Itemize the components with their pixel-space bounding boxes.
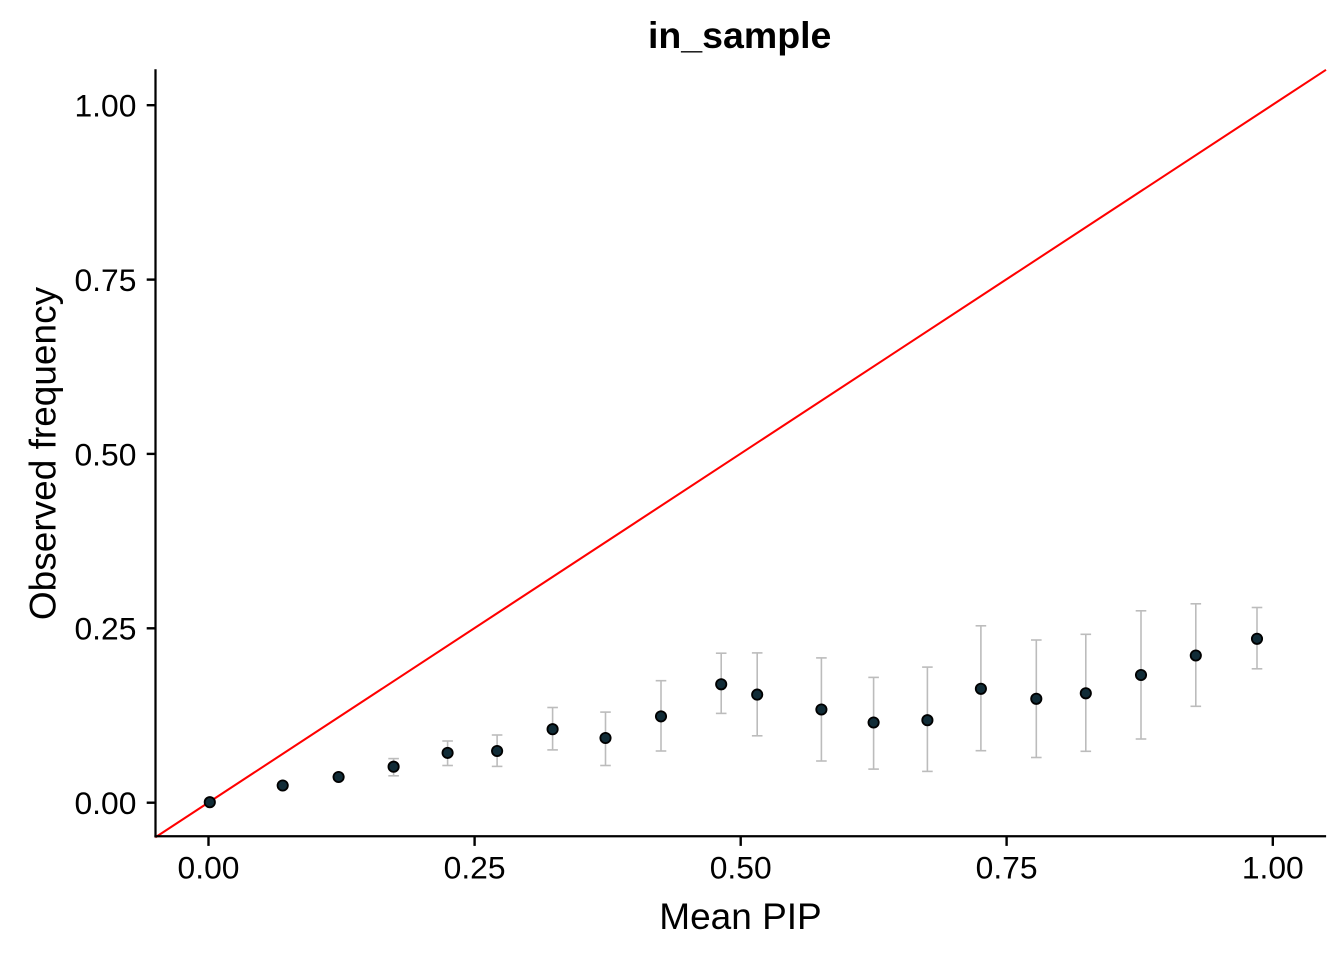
- svg-text:1.00: 1.00: [1242, 849, 1304, 885]
- svg-text:1.00: 1.00: [75, 88, 137, 124]
- svg-text:Mean PIP: Mean PIP: [659, 896, 821, 937]
- svg-text:0.25: 0.25: [75, 611, 137, 647]
- svg-text:0.00: 0.00: [75, 785, 137, 821]
- svg-text:0.50: 0.50: [75, 436, 137, 472]
- svg-text:Observed frequency: Observed frequency: [23, 286, 64, 620]
- svg-text:0.75: 0.75: [976, 849, 1038, 885]
- svg-text:0.50: 0.50: [710, 849, 772, 885]
- svg-text:0.75: 0.75: [75, 262, 137, 298]
- svg-text:0.00: 0.00: [178, 849, 240, 885]
- svg-text:in_sample: in_sample: [648, 14, 831, 56]
- svg-text:0.25: 0.25: [444, 849, 506, 885]
